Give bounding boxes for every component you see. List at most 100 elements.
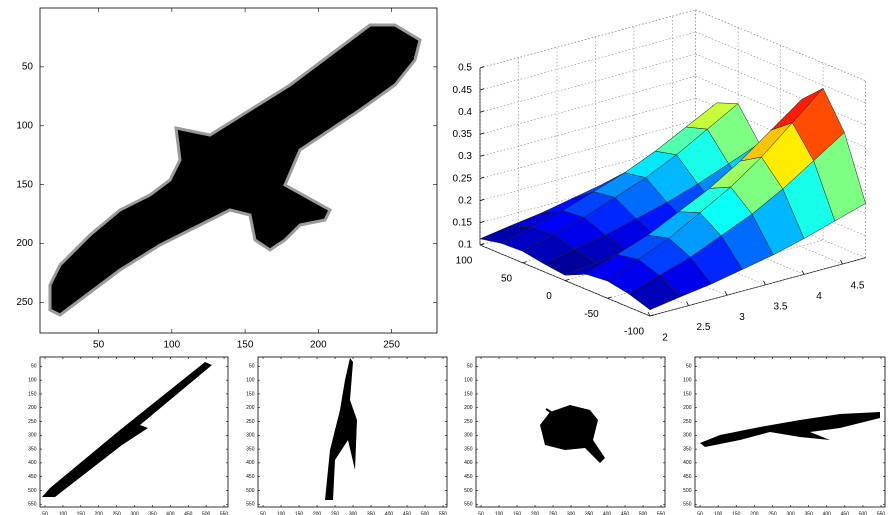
y-tick-label: 200 (28, 405, 37, 411)
y-tick-label: 150 (28, 391, 37, 397)
z-tick-label: 0.2 (458, 195, 472, 206)
x-tick-label: 350 (367, 511, 376, 515)
axes-frame: 50 100 150 200 250 300 350 400 450 500 550 50 100 150… (28, 356, 229, 515)
y-tick-label: 100 (456, 256, 473, 267)
grid-line (479, 31, 696, 91)
x-tick-label: 3 (739, 312, 745, 323)
bird-silhouette (700, 412, 880, 447)
silhouettes (42, 23, 880, 500)
x-tick-label: 150 (732, 511, 741, 515)
x-tick-label: 150 (237, 340, 254, 351)
y-tick-label: 450 (28, 474, 37, 480)
x-tick-label: 150 (513, 511, 522, 515)
grid-line (479, 75, 696, 135)
y-tick-label: -50 (584, 309, 599, 320)
x-tick-label: 450 (621, 511, 630, 515)
z-tick (479, 132, 485, 135)
z-tick (479, 221, 485, 224)
x-tick-label: 100 (164, 340, 181, 351)
y-tick-label: 350 (28, 446, 37, 452)
y-tick-label: 100 (16, 120, 33, 131)
y-tick (564, 279, 570, 281)
y-tick-label: 300 (246, 433, 255, 439)
y-tick (522, 261, 527, 264)
y-tick-label: 550 (28, 502, 37, 508)
y-tick-label: 200 (683, 405, 692, 411)
x-tick-label: 50 (478, 511, 484, 515)
grid-line (695, 75, 866, 148)
y-tick-label: 500 (683, 488, 692, 494)
x-tick-label: 500 (639, 511, 648, 515)
x-tick-label: 200 (95, 511, 104, 515)
surface (479, 87, 866, 311)
bird-beak (545, 408, 561, 419)
z-tick-label: 0.3 (458, 151, 472, 162)
y-tick-label: 550 (464, 502, 473, 508)
y-tick-label: 500 (246, 488, 255, 494)
z-tick (479, 198, 485, 202)
grid-line (479, 53, 696, 113)
z-tick (479, 154, 485, 157)
x-tick (840, 259, 843, 265)
z-tick (479, 88, 485, 91)
x-tick-label: 2 (662, 333, 668, 344)
bird-silhouette (325, 358, 357, 500)
y-tick-label: 300 (464, 433, 473, 439)
x-tick-label: 350 (585, 511, 594, 515)
x-tick-label: 450 (841, 511, 850, 515)
z-tick-label: 0.1 (458, 240, 472, 251)
grid-line (479, 120, 696, 179)
x-tick-label: 3.5 (774, 301, 788, 312)
x-tick-label: 250 (112, 511, 121, 515)
grid-line (649, 257, 866, 317)
z-tick (479, 110, 485, 113)
x-tick-label: 50 (260, 511, 266, 515)
x-tick-label: 100 (714, 511, 723, 515)
y-tick-label: 100 (464, 377, 473, 383)
y-tick-label: 550 (246, 502, 255, 508)
x-tick (686, 301, 689, 306)
z-tick-label: 0.35 (453, 129, 473, 140)
x-tick (763, 280, 766, 286)
axes-box (39, 7, 438, 334)
y-tick-label: 250 (464, 419, 473, 425)
x-tick-label: 200 (531, 511, 540, 515)
y-tick-label: 250 (16, 297, 33, 308)
x-tick (801, 270, 805, 275)
x-tick-label: 400 (385, 511, 394, 515)
bird-silhouette (540, 405, 605, 463)
axes-frame: 50 100 150 200 250 50 100 150 200 250 (16, 7, 438, 351)
x-tick-label: 550 (220, 511, 229, 515)
x-tick-label: 400 (603, 511, 612, 515)
y-tick-label: 100 (28, 377, 37, 383)
x-tick-label: 250 (768, 511, 777, 515)
y-tick-label: 150 (683, 391, 692, 397)
x-tick-label: 400 (823, 511, 832, 515)
y-tick-label: 150 (464, 391, 473, 397)
x-tick-label: 500 (202, 511, 211, 515)
y-tick-label: -100 (624, 327, 644, 338)
bird-silhouette (42, 362, 212, 497)
y-tick-label: 400 (28, 460, 37, 466)
y-tick (649, 314, 655, 317)
axes-frame: 50 100 150 200 250 300 350 400 450 500 550 50 100 150… (683, 356, 886, 515)
z-tick (479, 176, 485, 179)
z-tick-label: 0.5 (458, 63, 472, 74)
surface-patch (628, 275, 682, 311)
x-tick-label: 400 (166, 511, 175, 515)
grid-line (479, 9, 696, 69)
x-tick-label: 100 (59, 511, 68, 515)
axes-box (257, 356, 448, 508)
y-tick-label: 500 (28, 488, 37, 494)
x-tick-label: 300 (567, 511, 576, 515)
x-tick-label: 4.5 (851, 281, 865, 292)
x-tick-label: 4 (816, 291, 822, 302)
y-tick-label: 350 (683, 446, 692, 452)
x-tick-label: 300 (786, 511, 795, 515)
axes-frame: 50 100 150 200 250 300 350 400 450 500 550 50 100 150… (246, 356, 448, 515)
y-tick-label: 150 (16, 179, 33, 190)
x-tick-label: 350 (804, 511, 813, 515)
x-tick-label: 550 (657, 511, 666, 515)
axes-box (694, 356, 886, 508)
y-tick-label: 50 (249, 364, 255, 370)
